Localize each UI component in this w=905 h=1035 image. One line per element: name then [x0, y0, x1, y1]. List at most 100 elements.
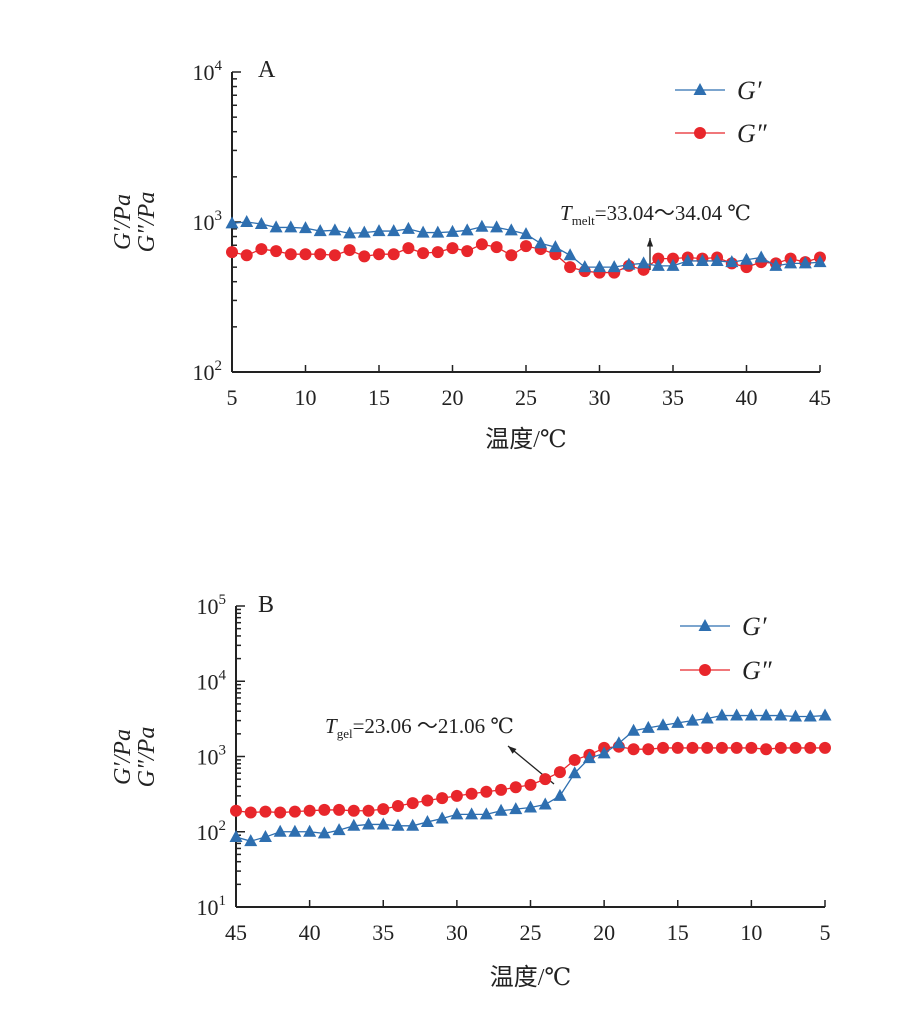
data-point: [769, 258, 783, 271]
y-axis-label-gp: G′/Pa: [110, 729, 136, 785]
data-point: [701, 741, 714, 754]
data-point: [328, 223, 342, 236]
data-point: [377, 803, 390, 816]
data-point: [774, 741, 787, 754]
data-point: [420, 814, 434, 827]
data-point: [347, 804, 360, 817]
data-point: [568, 753, 581, 766]
data-point: [789, 709, 803, 722]
data-point: [436, 792, 449, 805]
data-point: [299, 248, 312, 261]
data-point: [244, 806, 257, 819]
x-tick-label: 35: [372, 920, 394, 945]
series-g-double-prime: [226, 238, 826, 279]
y-tick-label: 104: [197, 667, 227, 694]
data-point: [803, 709, 817, 722]
data-point: [328, 249, 341, 262]
data-point: [582, 751, 596, 764]
data-point: [700, 711, 714, 724]
data-point: [534, 236, 548, 249]
legend-label: G′: [737, 76, 762, 105]
y-tick-label: 104: [193, 58, 223, 85]
data-point: [695, 253, 709, 266]
data-point: [475, 219, 489, 232]
data-point: [681, 253, 695, 266]
data-point: [685, 713, 699, 726]
x-tick-label: 20: [593, 920, 615, 945]
data-point: [387, 224, 401, 237]
data-point: [725, 255, 739, 268]
data-point: [357, 225, 371, 238]
data-point: [760, 743, 773, 756]
data-point: [465, 807, 479, 820]
data-point: [288, 805, 301, 818]
y-tick-label: 105: [197, 592, 227, 619]
data-point: [406, 797, 419, 810]
data-point: [313, 224, 327, 237]
y-tick-label: 101: [197, 893, 227, 920]
y-axis-label-gpp: G″/Pa: [134, 192, 160, 253]
legend-marker: [693, 83, 707, 95]
data-point: [519, 227, 533, 240]
data-point: [226, 246, 238, 259]
data-point: [333, 803, 346, 816]
x-tick-label: 25: [515, 385, 537, 410]
legend-item: G′: [680, 612, 767, 641]
legend-item: G″: [675, 119, 768, 148]
x-tick-label: 45: [225, 920, 247, 945]
data-point: [343, 226, 357, 239]
data-point: [244, 834, 258, 847]
data-point: [299, 221, 312, 234]
data-point: [710, 253, 724, 266]
data-point: [642, 743, 655, 756]
data-point: [798, 256, 812, 269]
legend-marker: [694, 127, 706, 139]
data-point: [376, 817, 390, 830]
data-point: [715, 741, 728, 754]
data-point: [818, 708, 832, 721]
data-point: [240, 215, 254, 227]
data-point: [612, 736, 626, 749]
data-point: [494, 803, 508, 816]
data-point: [288, 824, 302, 837]
data-point: [568, 766, 582, 779]
data-point: [255, 243, 268, 256]
x-tick-label: 20: [442, 385, 464, 410]
data-point: [597, 746, 611, 759]
data-point: [314, 248, 327, 261]
data-point: [318, 803, 331, 816]
panel-letter: B: [258, 592, 274, 618]
legend-item: G′: [675, 76, 762, 105]
data-point: [804, 741, 817, 754]
data-point: [274, 806, 287, 819]
legend-marker: [698, 619, 712, 631]
data-point: [372, 224, 386, 237]
data-point: [671, 741, 684, 754]
arrow-head: [508, 746, 517, 754]
data-point: [509, 802, 523, 815]
data-point: [347, 818, 361, 831]
data-point: [450, 789, 463, 802]
data-point: [254, 216, 268, 229]
data-point: [475, 238, 488, 251]
data-point: [317, 826, 331, 839]
data-point: [332, 823, 346, 836]
series-g-prime: [225, 215, 827, 273]
data-point: [258, 830, 272, 843]
data-point: [657, 741, 670, 754]
series-g-prime: [229, 708, 832, 847]
data-point: [431, 246, 444, 259]
data-point: [460, 223, 474, 236]
data-point: [230, 804, 242, 817]
data-point: [553, 766, 566, 779]
data-point: [641, 720, 655, 733]
data-point: [465, 787, 478, 800]
data-point: [406, 818, 420, 831]
y-tick-label: 103: [197, 743, 227, 770]
data-point: [480, 785, 493, 798]
data-point: [416, 225, 430, 238]
data-point: [225, 216, 239, 229]
data-point: [362, 817, 376, 830]
data-point: [435, 811, 449, 824]
data-point: [740, 252, 753, 265]
